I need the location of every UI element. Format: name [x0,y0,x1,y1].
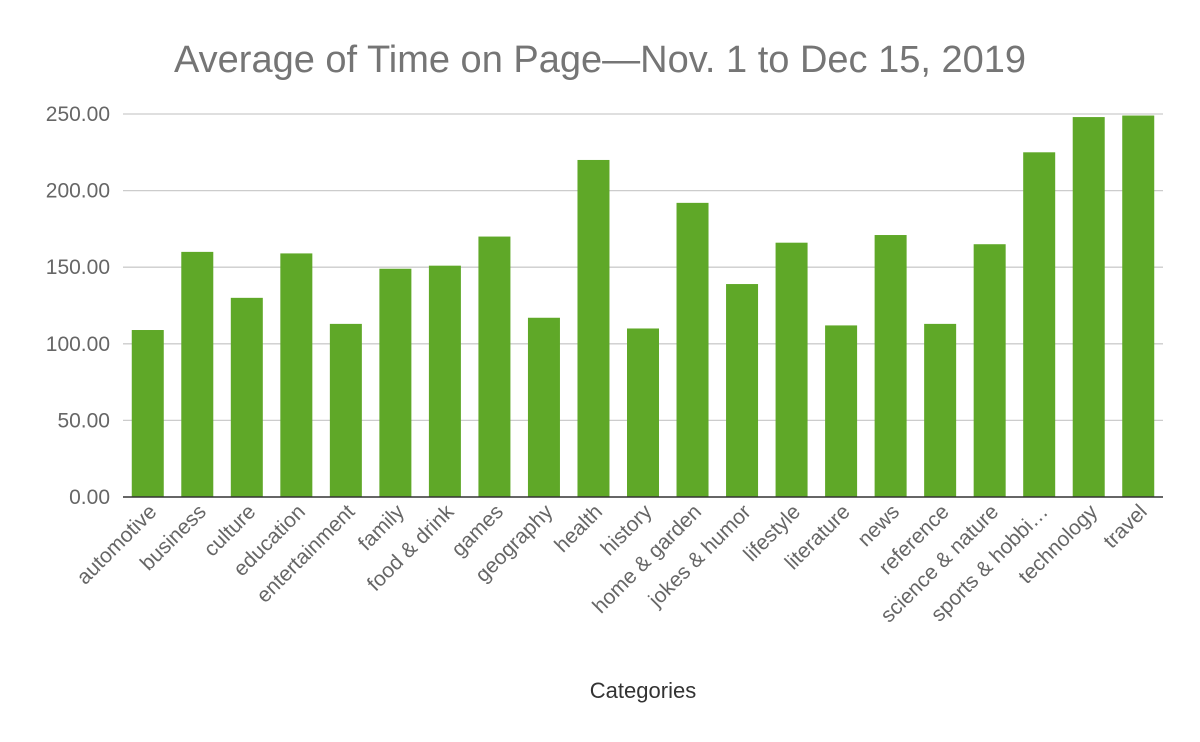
bar [973,244,1006,497]
y-tick-label: 150.00 [46,256,110,279]
bar [825,325,858,497]
y-axis-ticks: 0.00 50.00 100.00 150.00 200.00 250.00 [46,103,110,509]
bar [726,284,759,497]
bar [478,236,511,497]
bar [627,328,659,497]
bar [775,242,808,497]
bar [1023,152,1056,498]
bar [1122,115,1155,498]
bar [230,297,263,497]
x-category-label: travel [1099,500,1152,553]
x-category-label: automotive [72,500,161,589]
bar [181,251,214,497]
bar [428,265,461,497]
bar [924,323,957,497]
x-axis-title: Categories [590,678,696,703]
bar [527,317,560,497]
bars [131,115,1155,498]
bar [329,323,362,497]
bar [676,202,709,497]
bar [379,268,412,497]
x-axis-category-labels: automotivebusinesscultureeducationentert… [72,500,1151,627]
bar [577,159,610,497]
y-tick-label: 100.00 [46,333,110,356]
x-category-label: health [550,500,607,557]
y-tick-label: 50.00 [57,409,110,432]
bar [131,330,164,497]
y-tick-label: 250.00 [46,103,110,126]
chart-title: Average of Time on Page—Nov. 1 to Dec 15… [174,39,1026,81]
bar [280,253,313,497]
y-tick-label: 0.00 [69,486,110,509]
bar [874,235,907,497]
bar [1072,117,1105,498]
y-tick-label: 200.00 [46,180,110,203]
